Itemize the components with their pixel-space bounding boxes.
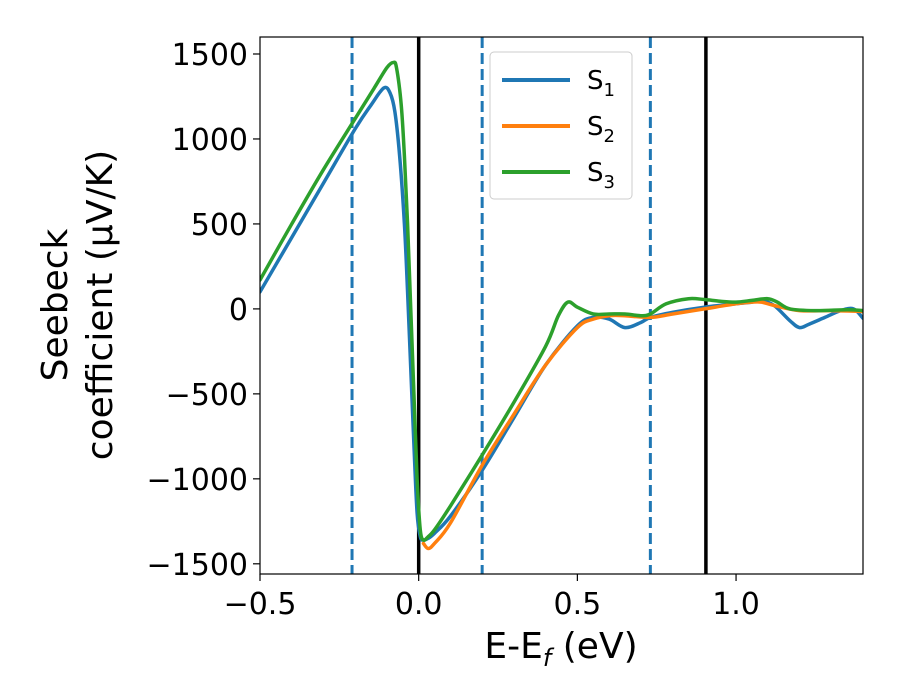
x-tick-label-0: −0.5 [224,587,297,622]
y-tick-label-1: 1000 [172,123,248,158]
legend-label-S2: S2 [587,112,615,147]
x-tick-label-1: 0.0 [395,587,443,622]
legend: S1 S2 S3 [489,51,633,200]
y-axis-label-line-1: Seebeck [35,228,76,381]
y-tick-label-2: 500 [191,208,248,243]
plot-frame [259,36,864,575]
y-axis-label: Seebeck coefficient (μV/K) [35,150,121,460]
series-line-S3 [260,60,863,542]
y-tick-label-3: 0 [229,293,248,328]
y-tick-label-6: −1500 [147,548,248,583]
x-tick-label-2: 0.5 [554,587,602,622]
y-tick-label-0: 1500 [172,38,248,73]
x-axis: −0.5 0.0 0.5 1.0 [224,574,760,622]
legend-label-S3: S3 [587,158,615,193]
data-series [260,60,863,551]
y-axis-label-line-2: coefficient (μV/K) [80,150,121,460]
x-axis-label: E-Ef (eV) [484,626,637,672]
y-tick-label-5: −1000 [147,463,248,498]
y-axis: 1500 1000 500 0 −500 −1000 −1500 [147,38,260,583]
legend-label-S1: S1 [587,66,615,101]
y-tick-label-4: −500 [166,378,248,413]
x-tick-label-3: 1.0 [712,587,760,622]
